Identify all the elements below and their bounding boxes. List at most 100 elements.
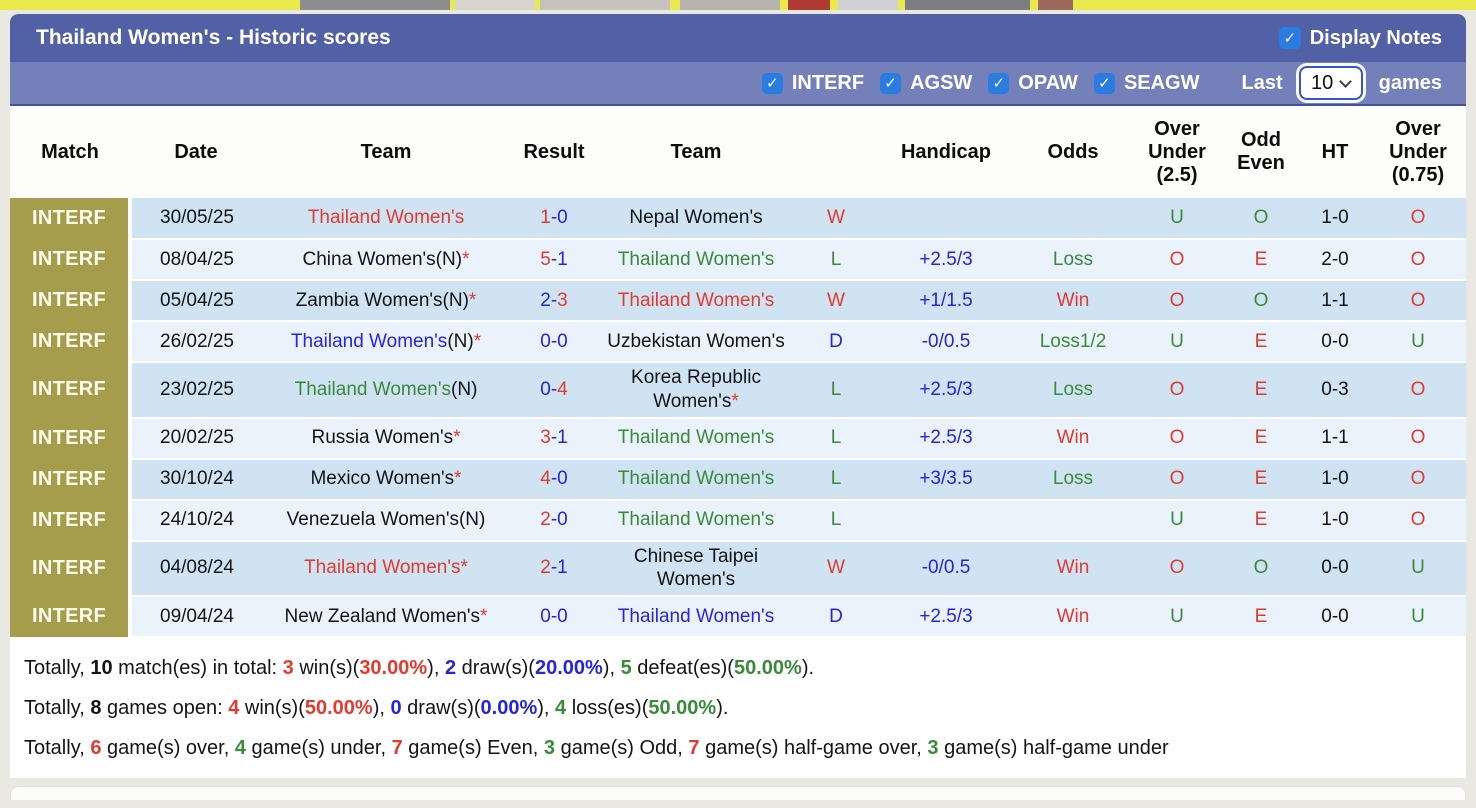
text-segment: (N)	[451, 378, 478, 400]
competition-badge: INTERF	[10, 321, 132, 362]
text-segment: 1	[557, 427, 568, 449]
match-date: 30/10/24	[130, 458, 262, 501]
text-segment: Zambia Women's(N)	[295, 289, 469, 311]
over-under-2-5: O	[1132, 280, 1222, 322]
filter-toggle-agsw[interactable]: ✓ AGSW	[880, 72, 972, 95]
text-segment: U	[1411, 330, 1425, 352]
display-notes-checkbox-icon[interactable]: ✓	[1278, 27, 1301, 49]
odd-even: E	[1222, 417, 1300, 460]
win-draw-loss: L	[794, 362, 878, 419]
handicap-line	[878, 198, 1014, 240]
text-segment: O	[1410, 289, 1426, 311]
result-score: 2-3	[510, 280, 598, 322]
text-segment: *	[462, 248, 470, 270]
match-row: INTERF 30/10/24 Mexico Women's* 4-0 Thailand…	[10, 458, 1466, 501]
over-under-2-5: O	[1132, 362, 1222, 419]
text-segment: game(s) Even,	[402, 737, 544, 759]
result-score: 4-0	[510, 458, 598, 501]
result-score: 2-1	[510, 540, 598, 597]
text-segment: Totally,	[24, 697, 91, 719]
text-segment: -	[550, 605, 558, 627]
away-team: Thailand Women's	[598, 239, 794, 281]
filter-toggle-interf[interactable]: ✓ INTERF	[761, 72, 864, 95]
page-top-photo-strip	[0, 0, 1476, 10]
match-date: 20/02/25	[130, 417, 262, 460]
win-draw-loss: W	[794, 540, 878, 597]
match-row: INTERF 24/10/24 Venezuela Women's(N) 2-0 Tha…	[10, 499, 1466, 542]
over-under-0-75: O	[1370, 362, 1466, 419]
half-time-score: 1-1	[1300, 417, 1370, 460]
odd-even: E	[1222, 321, 1300, 363]
text-segment: games open:	[101, 697, 229, 719]
text-segment: 3	[282, 657, 294, 679]
text-segment: Thailand Women's	[617, 289, 775, 311]
text-segment: *	[453, 427, 461, 449]
text-segment: 4	[557, 378, 568, 400]
text-segment: Thailand Women's	[617, 468, 775, 490]
filter-toggle-opaw[interactable]: ✓ OPAW	[988, 72, 1078, 95]
column-header-match: Match	[10, 106, 130, 198]
checkbox-icon[interactable]: ✓	[988, 72, 1010, 94]
filter-toggle-seagw[interactable]: ✓ SEAGW	[1093, 72, 1200, 95]
text-segment: O	[1169, 557, 1185, 579]
text-segment: Thailand Women's	[617, 427, 775, 449]
text-segment: E	[1254, 248, 1268, 270]
odd-even: O	[1222, 198, 1300, 240]
half-time-score: 0-3	[1300, 362, 1370, 419]
competition-badge: INTERF	[10, 198, 132, 239]
display-notes-toggle[interactable]: ✓ Display Notes	[1278, 27, 1442, 50]
handicap-odds-result: Loss	[1014, 458, 1132, 501]
last-games-select[interactable]: 10	[1298, 66, 1363, 100]
column-header-over-under-0-75-: Over Under (0.75)	[1370, 106, 1466, 198]
text-segment: 4	[540, 468, 551, 490]
home-team: Venezuela Women's(N)	[262, 499, 510, 542]
text-segment: -	[550, 289, 558, 311]
text-segment: D	[829, 605, 843, 627]
text-segment: O	[1410, 378, 1426, 400]
text-segment: Chinese Taipei Women's	[633, 545, 759, 591]
text-segment: 0	[540, 330, 551, 352]
text-segment: Thailand Women's	[307, 207, 465, 229]
handicap-odds-result: Win	[1014, 417, 1132, 460]
result-score: 0-0	[510, 596, 598, 638]
text-segment: 1	[557, 248, 568, 270]
away-team: Thailand Women's	[598, 458, 794, 501]
text-segment: -	[550, 330, 558, 352]
text-segment: W	[827, 557, 845, 579]
odd-even: E	[1222, 499, 1300, 542]
checkbox-icon[interactable]: ✓	[761, 72, 783, 94]
text-segment: 2	[540, 289, 551, 311]
text-segment: O	[1410, 468, 1426, 490]
over-under-0-75: U	[1370, 540, 1466, 597]
text-segment: Win	[1056, 605, 1090, 627]
result-score: 0-4	[510, 362, 598, 419]
text-segment: E	[1254, 605, 1268, 627]
text-segment: *	[468, 289, 477, 311]
text-segment: Venezuela Women's(N)	[286, 509, 486, 531]
text-segment: win(s)(	[239, 697, 305, 719]
checkbox-icon[interactable]: ✓	[880, 72, 902, 94]
text-segment: Thailand Women's	[617, 605, 775, 627]
competition-badge: INTERF	[10, 596, 132, 637]
column-header-team: Team	[262, 106, 510, 198]
text-segment: -	[550, 427, 558, 449]
text-segment: draw(s)(	[401, 697, 481, 719]
over-under-0-75: U	[1370, 321, 1466, 363]
text-segment: Mexico Women's	[310, 468, 455, 490]
match-date: 24/10/24	[130, 499, 262, 542]
handicap-odds-result: Loss	[1014, 239, 1132, 281]
text-segment: L	[830, 378, 842, 400]
text-segment: Thailand Women's	[294, 378, 452, 400]
win-draw-loss: L	[794, 239, 878, 281]
win-draw-loss: D	[794, 321, 878, 363]
text-segment: O	[1169, 289, 1185, 311]
text-segment: U	[1170, 605, 1184, 627]
checkbox-icon[interactable]: ✓	[1093, 72, 1115, 94]
column-header-date: Date	[130, 106, 262, 198]
result-score: 1-0	[510, 198, 598, 240]
competition-badge: INTERF	[10, 280, 132, 321]
handicap-line: -0/0.5	[878, 540, 1014, 597]
text-segment: Loss	[1052, 248, 1094, 270]
match-row: INTERF 23/02/25 Thailand Women's(N) 0-4 Kore…	[10, 362, 1466, 419]
handicap-line: +3/3.5	[878, 458, 1014, 501]
